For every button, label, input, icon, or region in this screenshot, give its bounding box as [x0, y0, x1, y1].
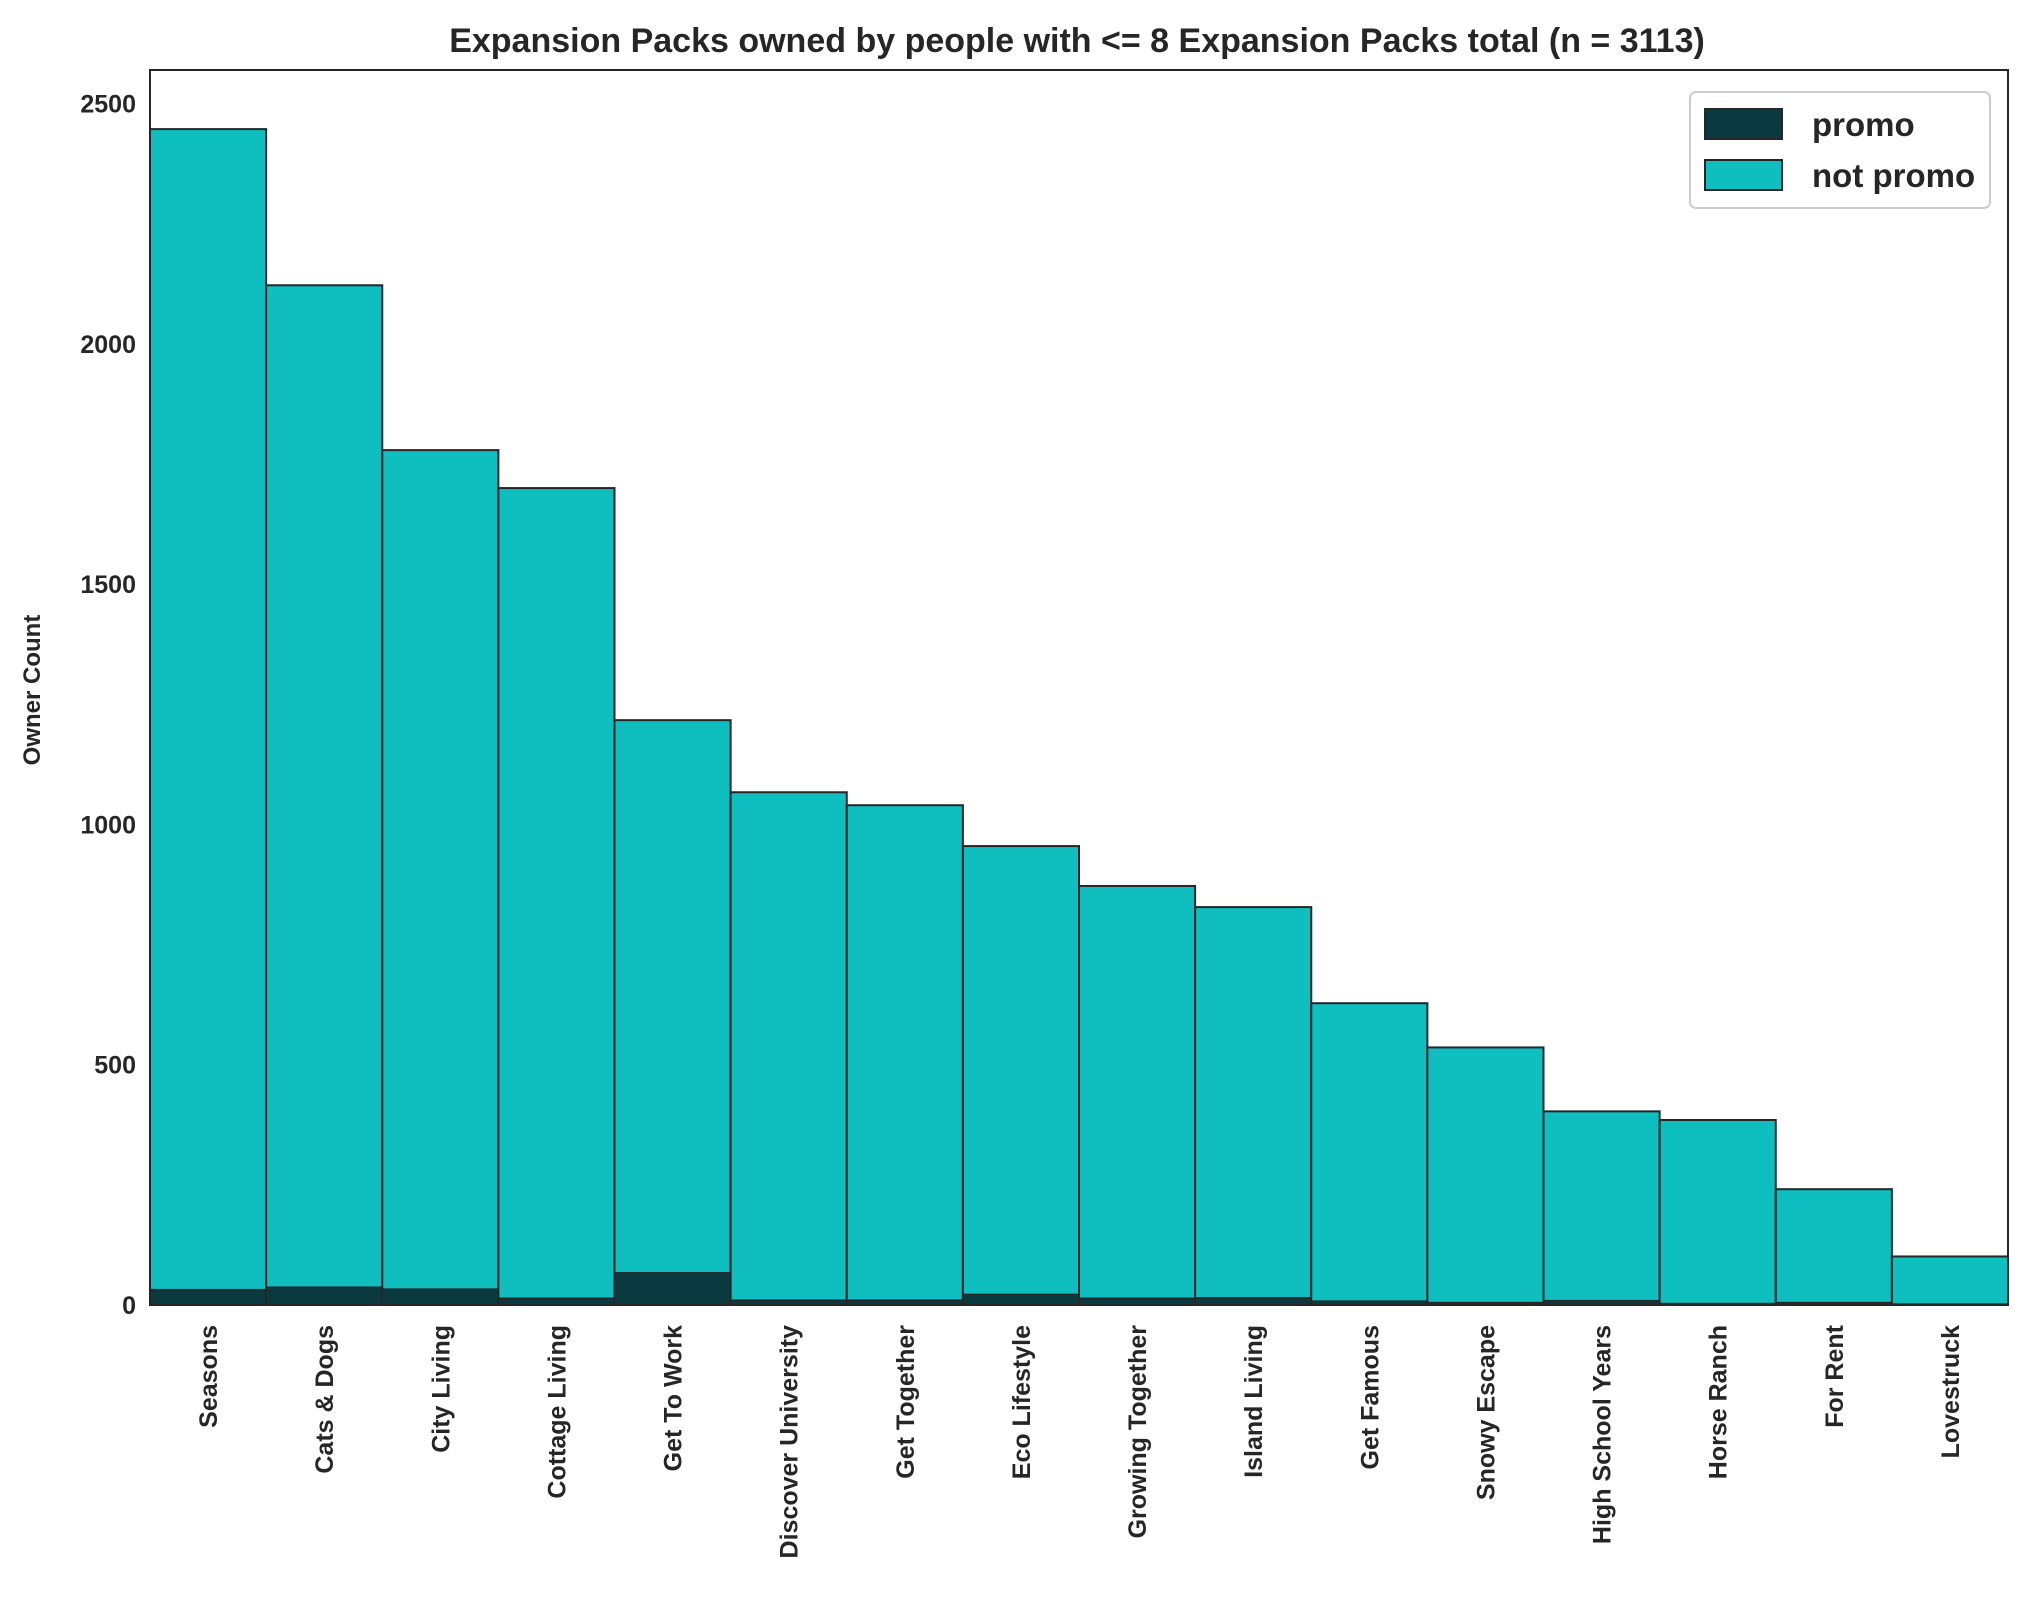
- x-tick-label: Discover University: [776, 1325, 804, 1559]
- bar-not-promo-growing-together: [1078, 884, 1197, 1306]
- bar-not-promo-cats-and-dogs: [265, 284, 384, 1306]
- bar-not-promo-for-rent: [1774, 1188, 1893, 1307]
- bar-not-promo-seasons: [149, 128, 268, 1306]
- bar-promo-get-to-work: [613, 1272, 732, 1306]
- x-tick-label: Get To Work: [660, 1325, 688, 1471]
- bar-promo-growing-together: [1078, 1297, 1196, 1306]
- x-tick-label: Get Famous: [1356, 1325, 1384, 1469]
- x-tick-label: Horse Ranch: [1705, 1325, 1733, 1479]
- y-tick-label: 500: [94, 1052, 136, 1080]
- bar-promo-seasons: [149, 1288, 267, 1306]
- x-tick-label: Eco Lifestyle: [1008, 1325, 1036, 1479]
- bar-promo-eco-lifestyle: [962, 1293, 1080, 1306]
- bar-not-promo-eco-lifestyle: [961, 845, 1080, 1306]
- x-tick-label: Snowy Escape: [1472, 1325, 1500, 1500]
- y-tick-label: 0: [122, 1292, 136, 1320]
- x-tick-label: Growing Together: [1124, 1325, 1152, 1539]
- x-tick-label: For Rent: [1821, 1324, 1849, 1427]
- bar-not-promo-get-to-work: [613, 719, 732, 1306]
- x-tick-label: Get Together: [892, 1325, 920, 1479]
- bar-not-promo-island-living: [1194, 906, 1313, 1306]
- bar-promo-cats-and-dogs: [265, 1286, 383, 1306]
- bar-not-promo-horse-ranch: [1658, 1118, 1777, 1306]
- legend-label-not-promo: not promo: [1812, 157, 1975, 194]
- bar-not-promo-lovestruck: [1890, 1255, 2009, 1306]
- legend: promo not promo: [1689, 91, 1991, 209]
- bars-layer: [149, 128, 2009, 1307]
- legend-swatch-promo: [1704, 108, 1783, 140]
- legend-label-promo: promo: [1812, 106, 1915, 143]
- bar-not-promo-get-together: [845, 804, 964, 1306]
- y-tick-label: 1000: [80, 811, 136, 839]
- x-tick-label: Island Living: [1240, 1325, 1268, 1478]
- legend-swatch-not-promo: [1704, 159, 1783, 191]
- bar-not-promo-city-living: [381, 449, 500, 1306]
- plot-frame: [149, 69, 2009, 1306]
- x-tick-label: Seasons: [195, 1325, 223, 1428]
- y-axis-label: Owner Count: [19, 615, 46, 766]
- x-tick-label: Cottage Living: [543, 1325, 571, 1499]
- x-tick-label: Lovestruck: [1937, 1325, 1965, 1458]
- bar-not-promo-cottage-living: [497, 487, 616, 1307]
- bar-not-promo-get-famous: [1310, 1002, 1429, 1306]
- bar-not-promo-discover-university: [729, 791, 848, 1306]
- x-tick-label: City Living: [427, 1325, 455, 1453]
- bar-promo-city-living: [381, 1288, 500, 1306]
- bar-not-promo-high-school-years: [1542, 1110, 1661, 1306]
- chart-title: Expansion Packs owned by people with <= …: [449, 22, 1705, 60]
- bar-promo-island-living: [1194, 1297, 1312, 1306]
- y-tick-label: 2000: [80, 331, 136, 359]
- bar-not-promo-snowy-escape: [1426, 1046, 1545, 1306]
- x-tick-label: Cats & Dogs: [311, 1325, 339, 1474]
- y-tick-label: 1500: [80, 571, 136, 599]
- y-tick-label: 2500: [80, 91, 136, 119]
- y-ticks: 0 500 1000 1500 2000 2500: [80, 91, 136, 1320]
- x-tick-label: High School Years: [1589, 1325, 1617, 1544]
- x-ticks: Seasons Cats & Dogs City Living Cottage Liv…: [195, 1324, 1965, 1558]
- bar-promo-cottage-living: [497, 1297, 616, 1306]
